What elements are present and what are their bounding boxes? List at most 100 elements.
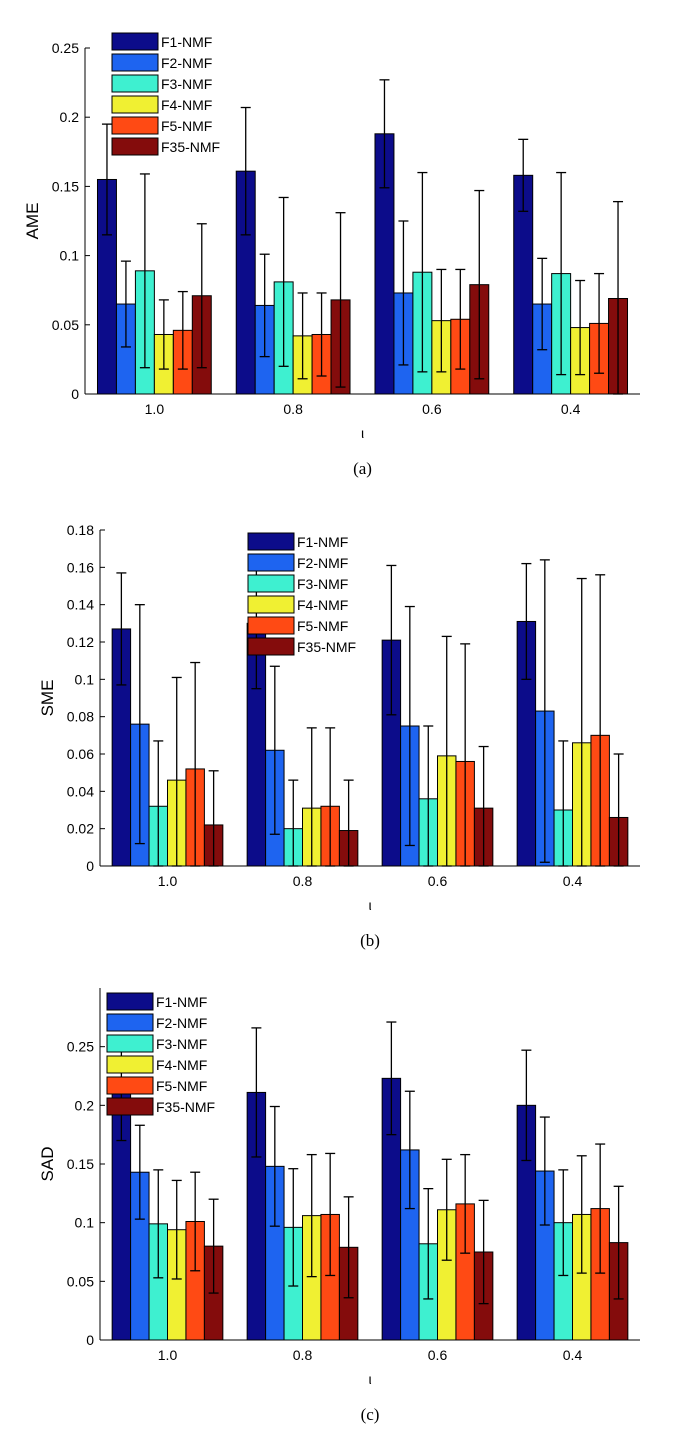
error-bar (134, 1124, 145, 1220)
legend-label: F3-NMF (297, 576, 348, 592)
legend-swatch-f4-nmf (247, 595, 295, 614)
error-bar (208, 770, 219, 867)
error-bar (251, 1027, 262, 1158)
legend-label: F35-NMF (297, 639, 356, 655)
y-tick-label: 0.15 (52, 178, 79, 194)
chart-a: 0 0.05 0.1 0.15 0.2 0.25 AME 1.0 0.8 0.6 0.4 ι F1-NM… (23, 32, 640, 478)
x-axis-label: ι (368, 1371, 371, 1387)
y-tick-label: 0 (86, 1332, 94, 1348)
legend: F1-NMF F2-NMF F3-NMF F4-NMF F5-NMF F35-NMF (247, 532, 356, 656)
legend-label: F5-NMF (161, 118, 212, 134)
legend-swatch-f2-nmf (111, 53, 159, 72)
legend-swatch-f1-nmf (106, 992, 154, 1011)
error-bar (575, 279, 586, 376)
y-tick-label: 0.05 (52, 317, 79, 333)
x-tick-label: 0.8 (283, 401, 303, 417)
error-bar (478, 1199, 489, 1305)
y-tick-label: 0.1 (75, 671, 95, 687)
error-bar (288, 779, 299, 867)
x-tick-label: 0.4 (563, 873, 583, 889)
error-bar (196, 223, 207, 369)
error-bar (171, 676, 182, 867)
error-bar (116, 572, 127, 686)
legend-label: F2-NMF (161, 55, 212, 71)
error-bar (316, 292, 327, 377)
legend-label: F4-NMF (161, 97, 212, 113)
error-bar (139, 173, 150, 369)
error-bar (478, 745, 489, 867)
y-axis-label: SAD (38, 1147, 57, 1182)
error-bar (558, 1169, 569, 1277)
x-tick-label: 0.4 (561, 401, 581, 417)
x-tick-label: 0.8 (293, 1347, 313, 1363)
error-bar (613, 200, 624, 395)
error-bar (460, 643, 471, 867)
y-tick-label: 0.15 (67, 1156, 94, 1172)
legend: F1-NMF F2-NMF F3-NMF F4-NMF F5-NMF F35-NMF (111, 32, 220, 156)
legend-swatch-f35-nmf (111, 137, 159, 156)
error-bar (269, 665, 280, 835)
figure-caption: (c) (361, 1405, 380, 1424)
error-bar (521, 1049, 532, 1162)
chart-panel-c: 0 0.05 0.1 0.15 0.2 0.25 SAD 1.0 0.8 0.6 0.4 ι F1-NM… (0, 968, 685, 1447)
legend: F1-NMF F2-NMF F3-NMF F4-NMF F5-NMF F35-NMF (106, 992, 215, 1116)
error-bar (398, 220, 409, 366)
legend-swatch-f1-nmf (247, 532, 295, 551)
error-bar (120, 260, 131, 348)
error-bar (441, 1158, 452, 1261)
legend-swatch-f5-nmf (111, 116, 159, 135)
error-bar (208, 1198, 219, 1294)
y-tick-label: 0 (71, 386, 79, 402)
error-bar (539, 559, 550, 863)
legend-label: F2-NMF (297, 555, 348, 571)
legend-label: F2-NMF (156, 1015, 207, 1031)
error-bar (278, 196, 289, 367)
error-bar (158, 299, 169, 370)
legend-label: F3-NMF (161, 76, 212, 92)
x-tick-label: 0.6 (428, 873, 448, 889)
x-tick-label: 1.0 (158, 873, 178, 889)
legend-label: F1-NMF (297, 534, 348, 550)
x-tick-label: 1.0 (145, 401, 165, 417)
error-bar (240, 106, 251, 236)
error-bar (558, 740, 569, 867)
error-bar (595, 1143, 606, 1274)
error-bar (343, 779, 354, 867)
y-tick-label: 0 (86, 858, 94, 874)
y-tick-label: 0.08 (67, 709, 94, 725)
y-tick-label: 0.16 (67, 559, 94, 575)
y-tick-label: 0.1 (60, 248, 80, 264)
error-bar (325, 1152, 336, 1277)
error-bar (613, 753, 624, 867)
legend-label: F35-NMF (156, 1099, 215, 1115)
x-tick-label: 1.0 (158, 1347, 178, 1363)
legend-swatch-f35-nmf (106, 1097, 154, 1116)
x-tick-label: 0.6 (422, 401, 442, 417)
error-bar (576, 1155, 587, 1274)
error-bar (190, 1171, 201, 1272)
legend-swatch-f2-nmf (247, 553, 295, 572)
legend-label: F5-NMF (297, 618, 348, 634)
chart-panel-b: 0 0.02 0.04 0.06 0.08 0.1 0.12 0.14 0.16 0.18 SME 1… (0, 490, 685, 968)
error-bar (306, 1153, 317, 1278)
y-tick-label: 0.06 (67, 746, 94, 762)
y-tick-label: 0.04 (67, 783, 94, 799)
error-bar (259, 253, 270, 358)
legend-label: F35-NMF (161, 139, 220, 155)
error-bar (153, 740, 164, 867)
error-bar (288, 1168, 299, 1287)
figure-caption: (b) (360, 931, 380, 950)
legend-label: F3-NMF (156, 1036, 207, 1052)
error-bar (269, 1105, 280, 1227)
error-bar (101, 123, 112, 236)
legend-swatch-f3-nmf (111, 74, 159, 93)
chart-c: 0 0.05 0.1 0.15 0.2 0.25 SAD 1.0 0.8 0.6 0.4 ι F1-NM… (38, 988, 640, 1424)
error-bar (518, 138, 529, 212)
legend-swatch-f4-nmf (106, 1055, 154, 1074)
legend-swatch-f3-nmf (106, 1034, 154, 1053)
error-bar (613, 1185, 624, 1300)
error-bar (325, 727, 336, 867)
chart-panel-a: 0 0.05 0.1 0.15 0.2 0.25 AME 1.0 0.8 0.6 0.4 ι F1-NM… (0, 0, 685, 490)
error-bar (441, 635, 452, 867)
error-bar (455, 268, 466, 370)
